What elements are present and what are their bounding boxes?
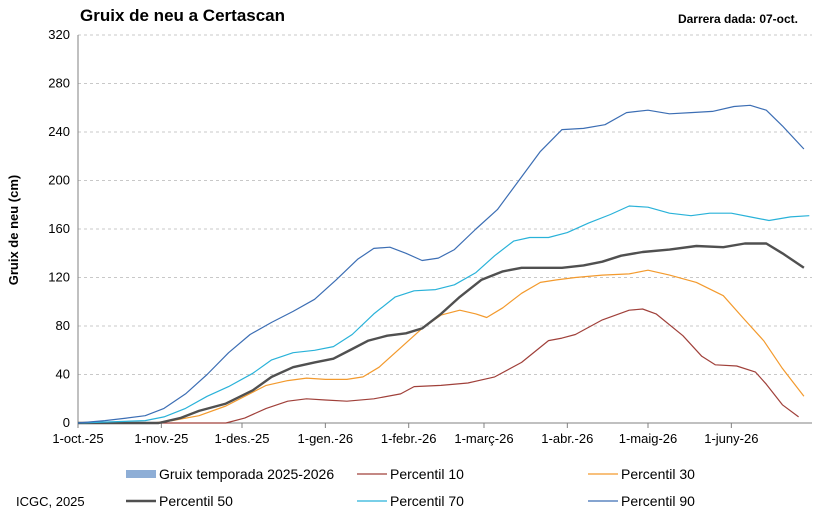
legend-swatch-gruix-temporada-2025-2026 (126, 470, 156, 478)
axes (77, 35, 812, 428)
series-percentil-10 (78, 308, 799, 424)
x-tick-label: 1-gen.-26 (298, 431, 354, 446)
x-tick-label: 1-maig-26 (619, 431, 678, 446)
series-percentil-90 (77, 104, 805, 424)
x-tick-label: 1-nov.-25 (134, 431, 188, 446)
legend-label-percentil-90: Percentil 90 (621, 493, 695, 509)
y-tick-label: 80 (56, 318, 70, 333)
x-tick-label: 1-des.-25 (215, 431, 270, 446)
credit-label: ICGC, 2025 (16, 494, 85, 509)
y-tick-label: 240 (48, 124, 70, 139)
series-percentil-50 (78, 242, 805, 425)
legend-label-percentil-30: Percentil 30 (621, 466, 695, 482)
y-axis-label: Gruix de neu (cm) (6, 175, 21, 286)
y-tick-label: 160 (48, 221, 70, 236)
series-percentil-30 (78, 269, 805, 424)
y-tick-label: 40 (56, 367, 70, 382)
y-tick-label: 320 (48, 27, 70, 42)
series-percentil-70 (77, 205, 810, 424)
x-tick-label: 1-abr.-26 (541, 431, 593, 446)
y-tick-label: 200 (48, 173, 70, 188)
legend-label-gruix-temporada-2025-2026: Gruix temporada 2025-2026 (159, 466, 334, 482)
y-tick-labels: 0 40 80 120 160 200 240 280 320 (48, 27, 70, 430)
y-tick-label: 280 (48, 76, 70, 91)
legend-label-percentil-70: Percentil 70 (390, 493, 464, 509)
x-tick-labels: 1-oct.-25 1-nov.-25 1-des.-25 1-gen.-26 1-fe… (52, 431, 758, 446)
chart-title: Gruix de neu a Certascan (80, 6, 286, 25)
x-tick-label: 1-oct.-25 (52, 431, 103, 446)
x-tick-label: 1-juny-26 (704, 431, 758, 446)
y-tick-label: 0 (63, 415, 70, 430)
grid-lines (78, 34, 812, 375)
x-tick-label: 1-març-26 (454, 431, 513, 446)
legend: Gruix temporada 2025-2026 Percentil 10 Per… (126, 466, 695, 509)
last-data-label: Darrera dada: 07-oct. (677, 12, 798, 26)
y-tick-label: 120 (48, 270, 70, 285)
x-tick-label: 1-febr.-26 (381, 431, 437, 446)
series-lines (77, 104, 810, 425)
legend-label-percentil-50: Percentil 50 (159, 493, 233, 509)
legend-label-percentil-10: Percentil 10 (390, 466, 464, 482)
